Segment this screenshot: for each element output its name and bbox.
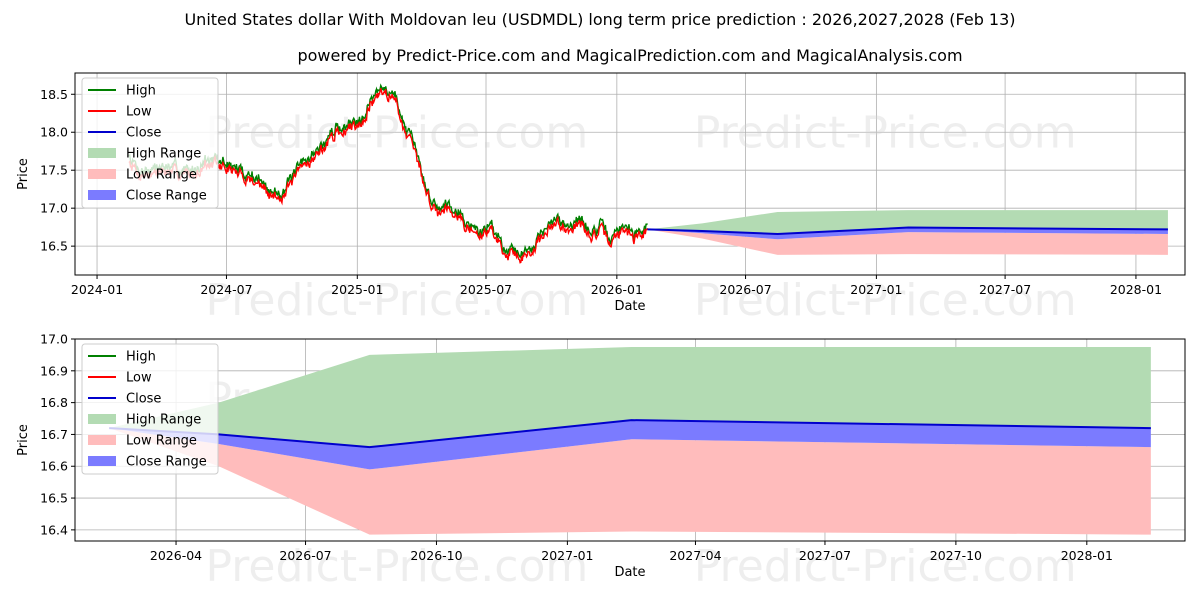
chart-title: United States dollar With Moldovan leu (… bbox=[184, 10, 1015, 29]
watermark-text: Predict-Price.com bbox=[206, 275, 589, 326]
watermark-text: Predict-Price.com bbox=[694, 541, 1077, 592]
legend-label-close-range: Close Range bbox=[126, 455, 207, 470]
x-tick-label: 2026-04 bbox=[150, 548, 202, 563]
x-axis-label: Date bbox=[614, 565, 645, 580]
x-tick-label: 2025-07 bbox=[460, 282, 512, 297]
x-tick-label: 2027-01 bbox=[850, 282, 902, 297]
x-axis-label: Date bbox=[614, 299, 645, 314]
legend-swatch-high-range bbox=[88, 414, 116, 424]
legend-label-low: Low bbox=[126, 105, 152, 120]
low-range-band bbox=[647, 229, 1168, 255]
y-tick-label: 17.0 bbox=[40, 332, 68, 347]
close-range-band bbox=[109, 420, 1151, 470]
x-tick-label: 2027-07 bbox=[799, 548, 851, 563]
x-tick-label: 2026-10 bbox=[410, 548, 462, 563]
top-panel: Predict-Price.com Predict-Price.com Predic… bbox=[16, 72, 1186, 326]
y-tick-label: 16.4 bbox=[40, 522, 68, 537]
legend-label-close: Close bbox=[126, 392, 161, 407]
x-tick-label: 2027-01 bbox=[541, 548, 593, 563]
legend-label-high: High bbox=[126, 350, 156, 365]
legend-swatch-close-range bbox=[88, 190, 116, 200]
close-series-line bbox=[647, 226, 1168, 235]
x-tick-label: 2027-10 bbox=[930, 548, 982, 563]
low-range-band bbox=[109, 428, 1151, 535]
y-tick-label: 18.0 bbox=[40, 125, 68, 140]
x-tick-label: 2024-01 bbox=[71, 282, 123, 297]
x-tick-label: 2026-07 bbox=[719, 282, 771, 297]
bottom-panel: Predict-Price.comPredict-Price.comPredic… bbox=[16, 332, 1186, 592]
close-range-band bbox=[647, 227, 1168, 240]
x-tick-label: 2027-07 bbox=[979, 282, 1031, 297]
x-tick-label: 2027-04 bbox=[669, 548, 721, 563]
watermark-text: Predict-Price.com bbox=[206, 541, 589, 592]
legend-swatch-low-range bbox=[88, 169, 116, 179]
legend: High Low Close High Range Low Range Close Ran… bbox=[81, 77, 219, 209]
legend-label-high-range: High Range bbox=[126, 147, 201, 162]
chart-subtitle: powered by Predict-Price.com and Magical… bbox=[297, 46, 962, 65]
watermark-text: Predict-Price.com bbox=[206, 108, 589, 159]
legend-swatch-high-range bbox=[88, 148, 116, 158]
legend-label-close: Close bbox=[126, 126, 161, 141]
x-tick-label: 2028-01 bbox=[1061, 548, 1113, 563]
y-tick-label: 16.5 bbox=[40, 239, 68, 254]
legend-swatch-close-range bbox=[88, 456, 116, 466]
watermark-text: Predict-Price.com bbox=[694, 275, 1077, 326]
y-tick-label: 18.5 bbox=[40, 87, 68, 102]
y-tick-label: 17.0 bbox=[40, 201, 68, 216]
legend-label-high-range: High Range bbox=[126, 413, 201, 428]
plot-frame bbox=[74, 72, 1186, 276]
x-tick-label: 2026-07 bbox=[279, 548, 331, 563]
plot-frame bbox=[74, 338, 1186, 542]
x-tick-label: 2024-07 bbox=[200, 282, 252, 297]
plot-area bbox=[109, 346, 1151, 535]
y-axis-label: Price bbox=[16, 424, 31, 456]
x-tick-label: 2026-01 bbox=[591, 282, 643, 297]
y-tick-label: 16.8 bbox=[40, 395, 68, 410]
legend-swatch-low-range bbox=[88, 435, 116, 445]
y-axis-label: Price bbox=[16, 158, 31, 190]
y-tick-label: 16.6 bbox=[40, 459, 68, 474]
y-tick-label: 16.7 bbox=[40, 427, 68, 442]
legend-label-close-range: Close Range bbox=[126, 189, 207, 204]
x-tick-label: 2025-01 bbox=[331, 282, 383, 297]
legend-label-low-range: Low Range bbox=[126, 434, 197, 449]
y-tick-label: 16.5 bbox=[40, 491, 68, 506]
watermark-text: Predict-Price.com bbox=[694, 108, 1077, 159]
y-tick-label: 17.5 bbox=[40, 163, 68, 178]
legend: High Low Close High Range Low Range Close Ran… bbox=[81, 343, 219, 475]
legend-label-low-range: Low Range bbox=[126, 168, 197, 183]
high-range-band bbox=[109, 346, 1151, 448]
y-tick-label: 16.9 bbox=[40, 363, 68, 378]
legend-label-low: Low bbox=[126, 371, 152, 386]
x-tick-label: 2028-01 bbox=[1110, 282, 1162, 297]
legend-label-high: High bbox=[126, 84, 156, 99]
